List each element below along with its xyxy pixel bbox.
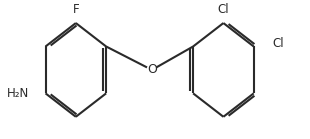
- Text: H₂N: H₂N: [7, 87, 29, 100]
- Text: Cl: Cl: [218, 3, 229, 16]
- Text: Cl: Cl: [272, 37, 284, 50]
- Text: O: O: [147, 63, 157, 76]
- Text: F: F: [73, 3, 79, 16]
